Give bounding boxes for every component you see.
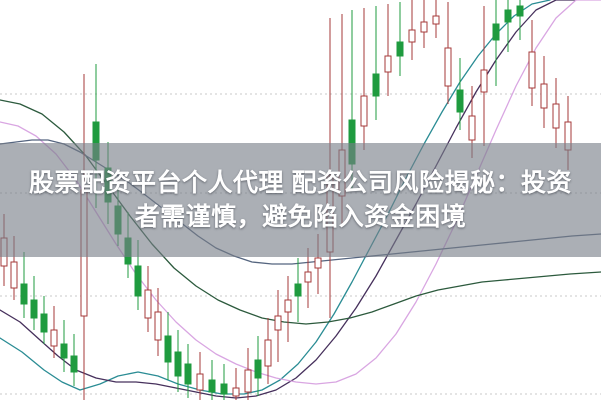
candlestick xyxy=(70,334,78,386)
candlestick xyxy=(40,296,48,344)
candlestick xyxy=(284,276,292,342)
candlestick xyxy=(552,78,560,148)
candlestick xyxy=(540,56,548,128)
candlestick xyxy=(20,252,28,318)
candlestick xyxy=(384,4,392,96)
candlestick xyxy=(444,2,452,104)
candlestick xyxy=(264,318,272,384)
candlestick xyxy=(196,352,204,400)
candlestick xyxy=(528,20,536,106)
candlestick xyxy=(480,6,488,146)
candlestick xyxy=(254,336,262,396)
candlestick xyxy=(232,368,240,400)
candlestick xyxy=(360,8,368,150)
candlestick-series xyxy=(0,0,572,400)
candlestick xyxy=(304,248,312,308)
ma-line-ma-teal xyxy=(0,0,551,395)
candlestick xyxy=(144,266,152,332)
candlestick xyxy=(60,320,68,372)
candlestick xyxy=(432,0,440,38)
candlestick xyxy=(244,348,252,400)
candlestick xyxy=(274,290,282,362)
candlestick xyxy=(30,276,38,330)
candlestick xyxy=(516,0,524,40)
candlestick xyxy=(220,364,228,400)
candlestick xyxy=(504,0,512,52)
candlestick xyxy=(456,58,464,130)
candlestick xyxy=(164,312,172,380)
candlestick xyxy=(50,306,58,358)
candlestick xyxy=(492,0,500,86)
candlestick xyxy=(396,2,404,76)
candlestick xyxy=(294,258,302,322)
candlestick xyxy=(372,6,380,120)
candlestick xyxy=(154,288,162,356)
candlestick xyxy=(174,330,182,392)
candlestick xyxy=(420,0,428,48)
candlestick xyxy=(408,0,416,60)
ma-line-ma-purple xyxy=(0,0,577,399)
candlestick xyxy=(184,344,192,398)
candlestick xyxy=(208,360,216,400)
